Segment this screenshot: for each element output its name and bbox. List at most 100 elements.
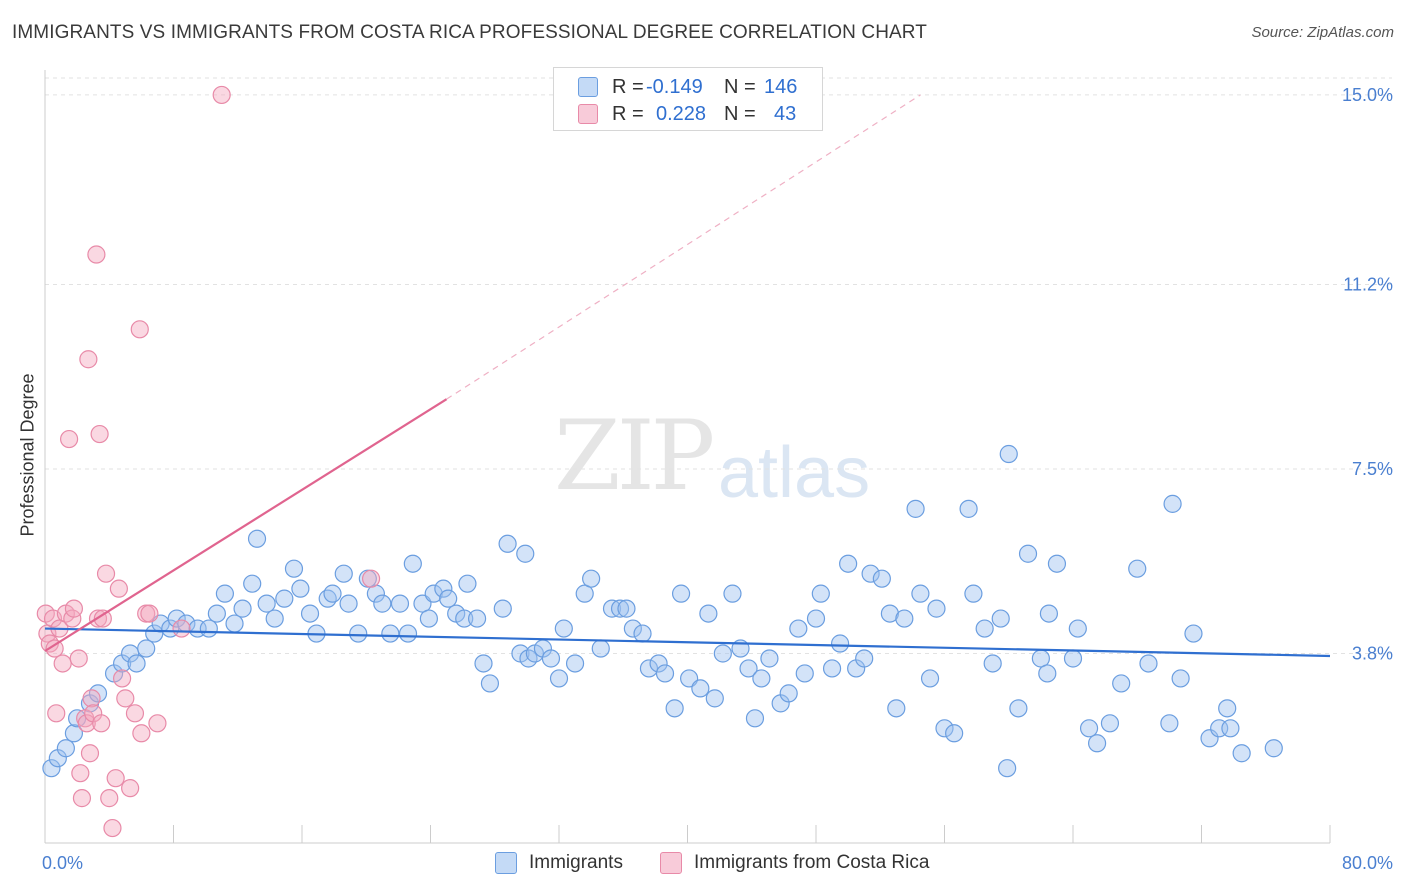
costa-rica-point: [53, 654, 72, 673]
immigrants-point: [705, 689, 724, 708]
legend-row-immigrants: R = -0.149 N = 146: [578, 75, 797, 99]
immigrants-point: [975, 619, 994, 638]
immigrants-point: [349, 624, 368, 643]
watermark-atlas: atlas: [718, 433, 871, 513]
immigrants-point: [225, 614, 244, 633]
immigrants-point: [265, 609, 284, 628]
legend-item-costa-rica[interactable]: Immigrants from Costa Rica: [660, 852, 929, 874]
chart-title: IMMIGRANTS VS IMMIGRANTS FROM COSTA RICA…: [12, 22, 927, 43]
immigrants-point: [398, 624, 418, 643]
immigrants-point: [458, 574, 477, 593]
source-label: Source: ZipAtlas.com: [1251, 24, 1394, 41]
immigrants-point: [1218, 699, 1237, 718]
x-tick-label: 0.0%: [42, 853, 83, 873]
costa-rica-point: [47, 704, 66, 723]
costa-rica-point: [87, 245, 106, 264]
costa-rica-point: [96, 564, 116, 583]
immigrants-point: [945, 724, 964, 743]
immigrants-point: [999, 444, 1018, 464]
immigrants-point: [474, 654, 493, 673]
immigrants-point: [199, 619, 218, 638]
costa-rica-point: [72, 789, 92, 808]
legend-item-immigrants[interactable]: Immigrants: [495, 852, 623, 874]
immigrants-point: [633, 624, 652, 643]
watermark-zip: ZIP: [554, 400, 715, 512]
immigrants-point: [830, 634, 850, 653]
immigrants-point: [745, 709, 765, 728]
costa-rica-point: [100, 789, 119, 808]
immigrants-point: [275, 589, 294, 608]
immigrants-point: [381, 624, 400, 643]
immigrants-point: [137, 639, 156, 658]
immigrants-point: [1171, 669, 1190, 688]
immigrants-point: [779, 684, 798, 703]
immigrants-point: [822, 659, 842, 678]
immigrants-point: [257, 594, 276, 613]
costa-rica-point: [79, 350, 98, 369]
immigrants-point: [1087, 734, 1107, 753]
costa-rica-point: [71, 764, 90, 783]
correlation-legend: R = -0.149 N = 146 R = 0.228 N = 43: [553, 67, 823, 131]
costa-rica-point: [82, 689, 101, 708]
costa-rica-point: [212, 85, 231, 105]
x-tick-label: 80.0%: [1342, 853, 1393, 873]
immigrants-point: [439, 589, 458, 608]
immigrants-point: [855, 649, 874, 668]
immigrants-point: [723, 584, 742, 603]
costa-rica-point: [140, 604, 159, 623]
immigrants-point: [373, 594, 392, 613]
costa-rica-point: [106, 769, 125, 788]
y-tick-label: 15.0%: [1342, 85, 1393, 105]
immigrants-point: [895, 609, 914, 628]
immigrants-point: [419, 609, 438, 628]
immigrants-point: [233, 599, 252, 618]
immigrants-point: [811, 584, 830, 603]
costa-rica-point: [93, 609, 112, 628]
immigrants-point: [339, 594, 358, 613]
r-label: R =: [612, 75, 644, 98]
immigrants-point: [964, 584, 983, 603]
costa-rica-point: [80, 744, 100, 763]
immigrants-point: [1112, 674, 1131, 693]
immigrants-point: [1200, 729, 1219, 748]
immigrants-point: [247, 529, 267, 548]
immigrants-point: [1160, 714, 1179, 733]
costa-rica-point: [45, 639, 64, 658]
immigrants-point: [434, 579, 453, 598]
immigrants-point: [699, 604, 718, 623]
immigrants-point: [1139, 654, 1158, 673]
immigrants-point: [1163, 494, 1182, 513]
immigrants-point: [424, 584, 443, 603]
immigrants-point: [455, 609, 474, 628]
immigrants-point: [1047, 554, 1067, 573]
immigrants-point: [959, 499, 978, 518]
immigrants-point: [591, 639, 610, 658]
immigrants-point: [655, 664, 675, 683]
r-value-immigrants: -0.149: [646, 75, 703, 98]
immigrants-point: [243, 574, 262, 593]
immigrants-point: [739, 659, 758, 678]
immigrants-point: [390, 594, 410, 613]
immigrants-trend-line: [44, 627, 1331, 658]
legend-label-immigrants: Immigrants: [529, 852, 623, 873]
immigrants-point: [291, 579, 310, 598]
costa-rica-point: [361, 569, 381, 588]
costa-rica-point: [90, 424, 109, 444]
legend-swatch-immigrants: [578, 77, 598, 97]
immigrants-point: [167, 609, 186, 628]
immigrants-point: [493, 599, 512, 618]
n-value-costa-rica: 43: [774, 102, 797, 125]
immigrants-point: [880, 604, 899, 623]
immigrants-point: [1018, 544, 1038, 563]
immigrants-point: [983, 654, 1002, 673]
immigrants-point: [300, 604, 320, 623]
immigrants-point: [1009, 699, 1028, 718]
immigrants-point: [920, 669, 940, 688]
immigrants-point: [752, 669, 771, 688]
costa-rica-point: [109, 579, 128, 598]
immigrants-point: [1068, 619, 1087, 638]
immigrants-point: [284, 559, 304, 578]
immigrants-point: [516, 544, 535, 563]
immigrants-point: [806, 609, 826, 628]
